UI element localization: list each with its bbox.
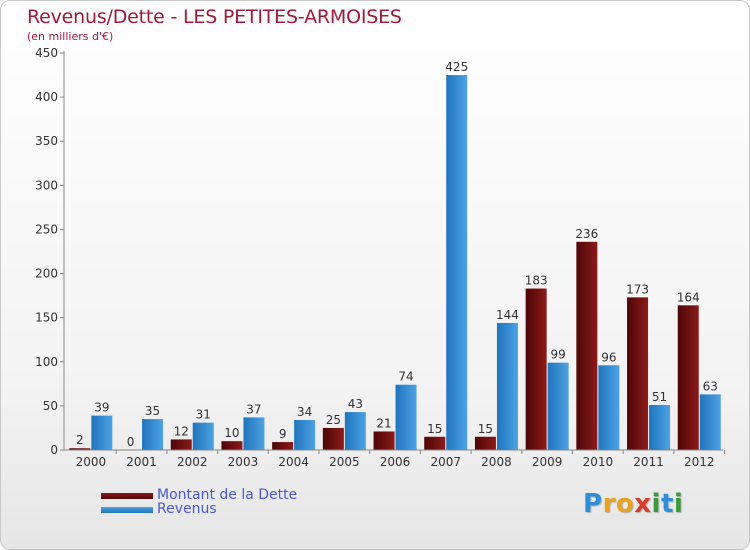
data-label-dette: 10 xyxy=(224,426,239,440)
data-label-dette: 173 xyxy=(626,282,649,296)
logo-letter: o xyxy=(615,489,635,519)
bar-revenus-2008 xyxy=(496,322,518,450)
bar-revenus-2004 xyxy=(294,420,316,450)
data-label-revenus: 43 xyxy=(348,397,363,411)
y-tick-label: 250 xyxy=(35,222,58,236)
x-tick-label: 2010 xyxy=(583,455,614,469)
y-tick-label: 50 xyxy=(43,399,58,413)
x-tick-label: 2011 xyxy=(633,455,664,469)
legend-label-revenus: Revenus xyxy=(157,501,217,517)
x-tick-label: 2012 xyxy=(684,455,715,469)
bar-dette-2005 xyxy=(322,427,344,450)
bar-dette-2011 xyxy=(627,297,649,450)
proxiti-logo: Proxiti xyxy=(583,489,683,519)
x-tick-label: 2000 xyxy=(76,455,107,469)
bar-revenus-2006 xyxy=(395,384,417,450)
bar-dette-2009 xyxy=(525,288,547,450)
logo-letter: i xyxy=(651,489,661,519)
bar-revenus-2000 xyxy=(91,415,113,450)
y-tick-label: 100 xyxy=(35,355,58,369)
y-tick-label: 0 xyxy=(50,443,58,457)
data-label-dette: 0 xyxy=(127,435,135,449)
data-label-dette: 9 xyxy=(279,427,287,441)
y-tick-label: 450 xyxy=(35,46,58,60)
bar-revenus-2012 xyxy=(699,394,721,450)
data-label-dette: 2 xyxy=(76,433,84,447)
data-label-dette: 183 xyxy=(525,274,548,288)
x-tick-labels: 2000 2001 2002 2003 2004 2005 2006 2007 2008 2009… xyxy=(76,455,715,469)
bar-dette-2003 xyxy=(221,441,243,450)
bar-dette-2004 xyxy=(272,442,294,450)
bars-group xyxy=(69,75,721,451)
data-label-revenus: 35 xyxy=(145,404,160,418)
logo-letter: i xyxy=(673,489,684,519)
chart-title: Revenus/Dette - LES PETITES-ARMOISES xyxy=(27,6,402,28)
axes-group xyxy=(60,51,726,454)
data-label-revenus: 39 xyxy=(94,401,109,415)
x-tick-label: 2005 xyxy=(329,455,360,469)
data-label-revenus: 144 xyxy=(496,308,519,322)
chart-subtitle: (en milliers d'€) xyxy=(27,30,114,43)
y-tick-label: 200 xyxy=(35,267,58,281)
data-label-revenus: 425 xyxy=(445,60,468,74)
legend-swatch-revenus xyxy=(101,507,153,513)
logo-letter: x xyxy=(634,489,652,519)
bar-revenus-2001 xyxy=(142,419,164,450)
y-tick-label: 150 xyxy=(35,311,58,325)
x-tick-label: 2004 xyxy=(278,455,309,469)
x-tick-label: 2003 xyxy=(228,455,259,469)
data-label-revenus: 63 xyxy=(703,379,718,393)
x-tick-label: 2008 xyxy=(481,455,512,469)
logo-letter: r xyxy=(602,489,616,519)
data-label-dette: 164 xyxy=(677,290,700,304)
bar-revenus-2011 xyxy=(649,405,671,450)
data-label-revenus: 74 xyxy=(398,370,413,384)
bar-revenus-2003 xyxy=(243,417,265,450)
bar-dette-2012 xyxy=(677,305,699,450)
x-tick-label: 2002 xyxy=(177,455,208,469)
legend-label-dette: Montant de la Dette xyxy=(157,487,298,503)
data-label-revenus: 96 xyxy=(601,350,616,364)
x-tick-label: 2006 xyxy=(380,455,411,469)
x-tick-label: 2009 xyxy=(532,455,563,469)
y-tick-label: 400 xyxy=(35,90,58,104)
data-label-revenus: 34 xyxy=(297,405,312,419)
bar-revenus-2002 xyxy=(192,422,214,450)
data-label-revenus: 31 xyxy=(196,408,211,422)
data-label-revenus: 99 xyxy=(551,348,566,362)
y-tick-label: 300 xyxy=(35,178,58,192)
bar-dette-2000 xyxy=(69,448,91,450)
y-tick-labels: 0 50 100 150 200 250 300 350 400 450 xyxy=(35,46,58,457)
data-label-dette: 15 xyxy=(478,422,493,436)
logo-letter: t xyxy=(660,489,674,519)
bar-revenus-2007 xyxy=(446,75,468,451)
data-label-revenus: 37 xyxy=(246,402,261,416)
bar-revenus-2010 xyxy=(598,365,620,450)
data-label-dette: 236 xyxy=(575,227,598,241)
y-tick-label: 350 xyxy=(35,134,58,148)
bar-revenus-2005 xyxy=(344,412,366,450)
data-label-revenus: 51 xyxy=(652,390,667,404)
bar-dette-2007 xyxy=(424,436,446,450)
bar-dette-2010 xyxy=(576,241,598,450)
bar-dette-2006 xyxy=(373,431,395,450)
x-tick-label: 2001 xyxy=(126,455,157,469)
bar-dette-2008 xyxy=(474,436,496,450)
bar-dette-2002 xyxy=(170,439,192,450)
bar-revenus-2009 xyxy=(547,362,569,450)
legend-swatch-dette xyxy=(101,493,153,499)
data-label-dette: 15 xyxy=(427,422,442,436)
data-label-dette: 25 xyxy=(326,413,341,427)
x-tick-label: 2007 xyxy=(430,455,461,469)
logo-letter: P xyxy=(583,489,603,519)
data-labels: 2 39 0 35 12 31 10 37 9 34 25 43 21 74 15 425 15 144 183 99… xyxy=(76,60,718,449)
data-label-dette: 21 xyxy=(376,416,391,430)
data-label-dette: 12 xyxy=(174,424,189,438)
